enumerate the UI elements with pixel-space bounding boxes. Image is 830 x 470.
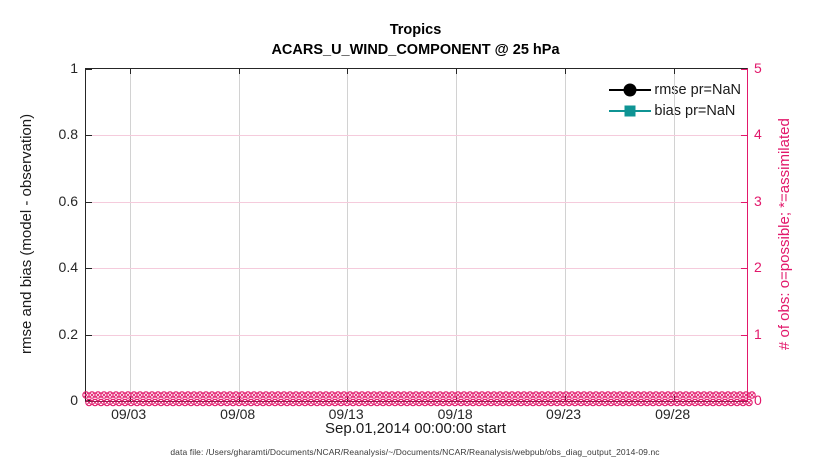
y-tick-left — [86, 201, 92, 203]
x-tick-label: 09/08 — [220, 406, 256, 422]
y-tick-left — [86, 69, 92, 70]
y-tick-right — [741, 400, 747, 401]
y-tick-right — [741, 201, 747, 203]
x-axis-label: Sep.01,2014 00:00:00 start — [325, 420, 506, 437]
chart-title: Tropics ACARS_U_WIND_COMPONENT @ 25 hPa — [85, 20, 746, 60]
rmse-circle-marker-icon — [623, 83, 637, 97]
x-tick-label: 09/03 — [111, 406, 147, 422]
legend-label-rmse: rmse pr=NaN — [654, 82, 741, 98]
y-tick-right — [741, 268, 747, 270]
legend-label-bias: bias pr=NaN — [654, 103, 736, 119]
y-tick-left — [86, 135, 92, 137]
y-tick-right — [741, 135, 747, 137]
bias-square-marker-icon — [624, 105, 636, 117]
x-tick-bottom — [347, 396, 349, 401]
y-tick-right — [741, 69, 747, 70]
right-y-tick-label: 1 — [754, 325, 762, 342]
left-y-axis-label: rmse and bias (model - observation) — [18, 113, 35, 355]
y-gridline — [86, 334, 747, 336]
legend-item-bias: bias pr=NaN — [609, 101, 741, 121]
left-y-tick-label: 0 — [70, 392, 78, 408]
bias-line-sample — [609, 104, 652, 118]
x-tick-label: 09/23 — [546, 406, 582, 422]
legend-item-rmse: rmse pr=NaN — [609, 80, 741, 100]
y-tick-left — [86, 400, 92, 401]
x-tick-label: 09/28 — [655, 406, 691, 422]
left-y-tick-label: 0.8 — [58, 126, 78, 143]
x-gridline — [238, 69, 240, 401]
x-tick-label: 09/18 — [437, 406, 473, 422]
x-gridline — [129, 69, 131, 401]
data-file-caption: data file: /Users/gharamti/Documents/NCA… — [170, 447, 660, 457]
right-y-tick-label: 4 — [754, 126, 762, 143]
title-region: Tropics — [389, 22, 442, 38]
x-tick-bottom — [238, 396, 240, 401]
left-y-tick-label: 0.4 — [58, 259, 78, 276]
y-gridline — [86, 135, 747, 137]
plot-area: rmse pr=NaN bias pr=NaN — [82, 68, 756, 407]
y-gridline — [86, 201, 747, 203]
right-y-tick-label: 2 — [754, 259, 762, 276]
obs-count-marker-band — [82, 391, 756, 407]
x-gridline — [456, 69, 458, 401]
y-gridline — [86, 268, 747, 270]
right-y-axis-label: # of obs: o=possible; *=assimilated — [776, 118, 793, 350]
left-y-tick-label: 0.2 — [58, 325, 78, 342]
right-y-tick-label: 0 — [754, 392, 762, 408]
x-tick-top — [129, 69, 131, 74]
right-y-tick-label: 5 — [754, 60, 762, 76]
x-gridline — [564, 69, 566, 401]
rmse-line-sample — [609, 83, 652, 97]
x-tick-top — [456, 69, 458, 74]
x-tick-label: 09/13 — [328, 406, 364, 422]
x-gridline — [347, 69, 349, 401]
y-tick-left — [86, 268, 92, 270]
left-y-tick-label: 0.6 — [58, 192, 78, 209]
x-tick-top — [673, 69, 675, 74]
x-tick-bottom — [129, 396, 131, 401]
left-y-tick-label: 1 — [70, 60, 78, 76]
x-tick-top — [238, 69, 240, 74]
right-y-tick-label: 3 — [754, 192, 762, 209]
x-tick-top — [347, 69, 349, 74]
x-tick-top — [564, 69, 566, 74]
y-tick-right — [741, 334, 747, 336]
title-variable: ACARS_U_WIND_COMPONENT @ 25 hPa — [271, 42, 560, 58]
legend: rmse pr=NaN bias pr=NaN — [609, 80, 741, 121]
y-tick-left — [86, 334, 92, 336]
x-gridline — [673, 69, 675, 401]
